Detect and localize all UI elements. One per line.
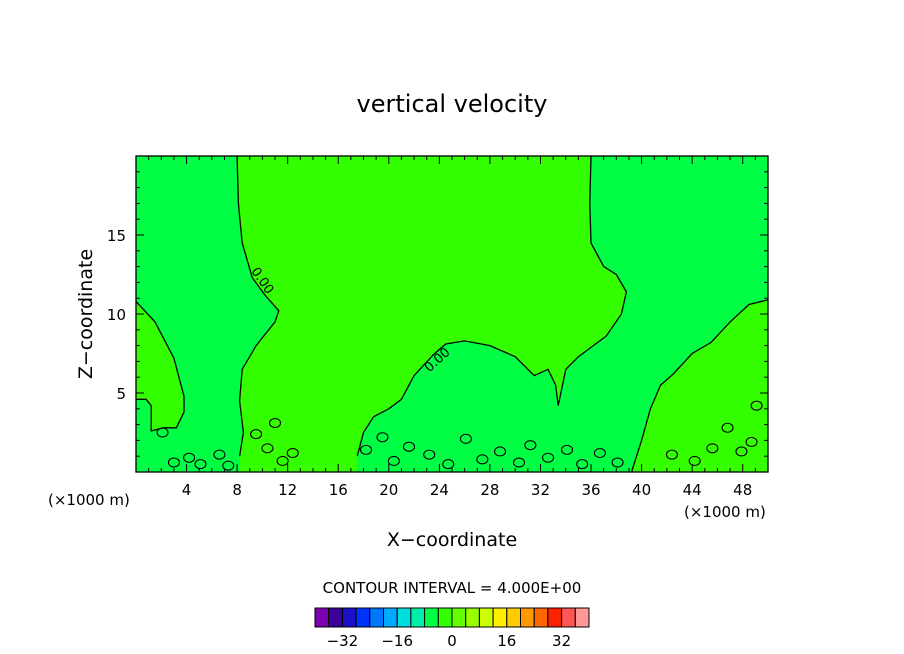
contour-small xyxy=(286,447,299,459)
colorbar-swatch xyxy=(410,607,426,628)
contour-small xyxy=(721,422,734,433)
contour-interval-text: CONTOUR INTERVAL = 4.000E+00 xyxy=(323,579,582,597)
colorbar-swatch xyxy=(520,607,535,628)
colorbar-swatch xyxy=(574,607,590,628)
contour-small xyxy=(268,417,282,429)
contour-small xyxy=(576,459,589,470)
contour-small xyxy=(442,459,455,470)
plot-area: 0.000.00 xyxy=(135,155,769,473)
x-unit-left: (×1000 m) xyxy=(48,491,130,509)
contour-small xyxy=(222,460,235,471)
contour-small xyxy=(183,452,196,463)
contour-small xyxy=(167,457,180,468)
y-tick-label: 15 xyxy=(107,227,126,245)
contour-small xyxy=(493,446,507,457)
contour-small xyxy=(476,454,489,465)
y-axis: 5 10 15 xyxy=(107,171,768,457)
contour-line-right xyxy=(356,155,628,457)
contour-small xyxy=(750,400,763,411)
colorbar-swatch xyxy=(561,607,576,628)
contour-line-lower-right xyxy=(630,299,769,473)
chart-title: vertical velocity xyxy=(357,90,548,118)
x-tick-label: 12 xyxy=(278,481,297,499)
x-tick-label: 36 xyxy=(581,481,600,499)
x-axis-label: X−coordinate xyxy=(387,529,517,551)
x-tick-label: 4 xyxy=(182,481,192,499)
x-tick-label: 16 xyxy=(329,481,348,499)
contour-line-central xyxy=(236,155,280,457)
contour-line-left xyxy=(135,300,185,432)
x-tick-label: 20 xyxy=(379,481,398,499)
colorbar-swatch xyxy=(533,607,549,628)
contour-small xyxy=(688,455,701,466)
colorbar-swatch xyxy=(396,607,412,628)
contour-small xyxy=(524,440,537,451)
contour-small xyxy=(611,457,624,468)
contour-small xyxy=(156,427,169,438)
x-tick-label: 32 xyxy=(531,481,550,499)
region-positive-left xyxy=(136,301,184,431)
contour-small xyxy=(261,443,274,454)
colorbar-swatch xyxy=(478,607,494,628)
contour-small xyxy=(542,452,555,463)
x-tick-label: 40 xyxy=(632,481,651,499)
contour-small xyxy=(387,455,400,466)
colorbar-tick-label: −32 xyxy=(327,632,359,650)
contour-small xyxy=(735,446,748,457)
region-positive-lower-right xyxy=(631,299,768,472)
colorbar-swatch xyxy=(547,607,563,628)
colorbar-tick-label: 16 xyxy=(497,632,516,650)
x-tick-label: 44 xyxy=(683,481,702,499)
x-tick-label: 24 xyxy=(430,481,449,499)
x-tick-label: 28 xyxy=(480,481,499,499)
colorbar-swatch xyxy=(355,607,371,628)
colorbar-swatch xyxy=(451,607,467,628)
y-tick-label: 5 xyxy=(116,385,126,403)
contour-small xyxy=(213,449,226,460)
y-tick-label: 10 xyxy=(107,306,126,324)
contour-small xyxy=(276,455,289,466)
colorbar-swatch xyxy=(465,607,480,628)
contour-small xyxy=(423,449,436,460)
colorbar: −32 −16 0 16 32 xyxy=(314,607,590,650)
colorbar-swatch xyxy=(506,607,521,628)
contour-small xyxy=(459,433,472,444)
contour-small xyxy=(250,429,263,440)
colorbar-swatch xyxy=(492,607,508,628)
contour-small xyxy=(194,459,207,470)
x-unit-right: (×1000 m) xyxy=(684,503,766,521)
colorbar-swatch xyxy=(314,607,330,628)
x-tick-label: 8 xyxy=(232,481,242,499)
contour-small xyxy=(706,443,719,454)
colorbar-tick-label: 32 xyxy=(552,632,571,650)
y-axis-label: Z−coordinate xyxy=(75,249,97,379)
contour-small xyxy=(359,444,373,455)
contour-small xyxy=(745,436,758,448)
colorbar-swatch xyxy=(328,607,343,628)
colorbar-swatch xyxy=(341,607,357,628)
contour-small xyxy=(376,432,389,443)
x-axis: 4 8 12 16 20 24 28 32 36 40 44 48 xyxy=(148,156,756,499)
colorbar-swatch xyxy=(383,607,398,628)
colorbar-swatch xyxy=(437,607,453,628)
contour-small xyxy=(402,441,416,452)
colorbar-tick-label: −16 xyxy=(381,632,413,650)
colorbar-swatch xyxy=(369,607,384,628)
x-tick-label: 48 xyxy=(733,481,752,499)
contour-small xyxy=(665,449,678,460)
contour-small xyxy=(593,447,606,459)
colorbar-swatch xyxy=(424,607,439,628)
contour-small xyxy=(560,444,574,455)
contour-small xyxy=(512,457,526,468)
colorbar-tick-label: 0 xyxy=(447,632,457,650)
